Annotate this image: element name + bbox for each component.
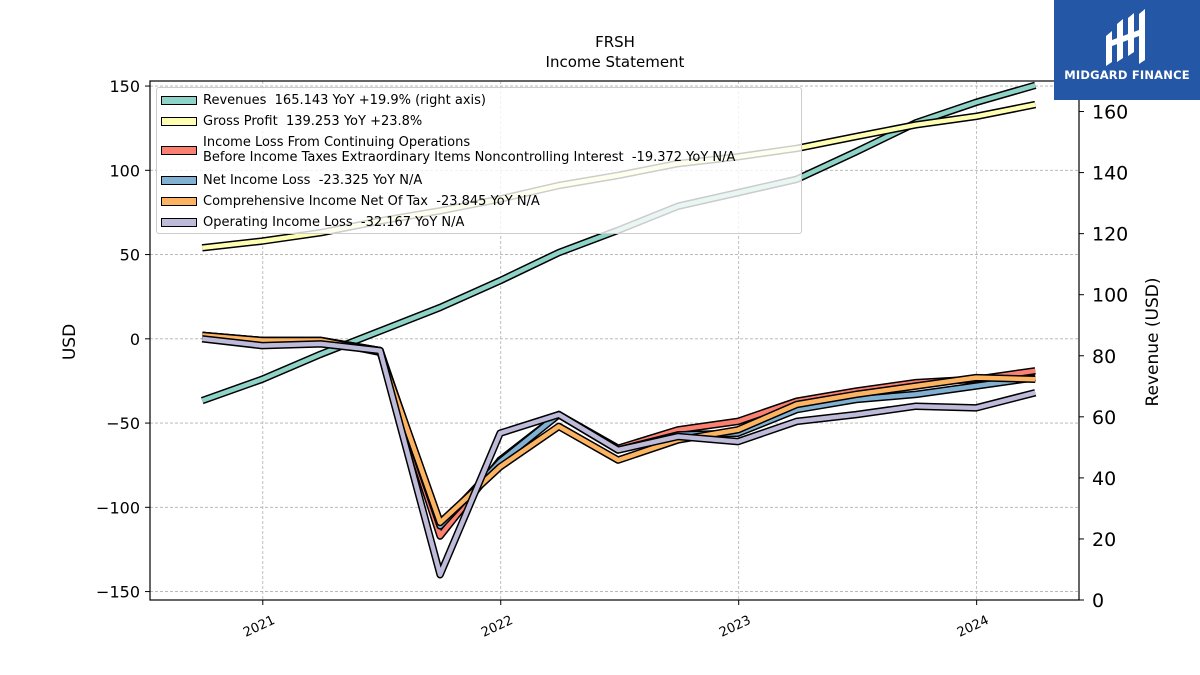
y-right-tick-label: 40 (1092, 468, 1116, 490)
midgard-logo-icon (1106, 9, 1145, 66)
y-right-tick-label: 160 (1092, 102, 1128, 124)
series-line-comprehensive-income-net-of-tax (202, 333, 1036, 525)
brand-logo: MIDGARD FINANCE (1054, 0, 1200, 100)
series-outline-income-loss-from-continuing-operations-before-income-taxes-extraordinary-items-noncontrolling-interest (201, 331, 1036, 540)
y-tick-label: −50 (106, 414, 140, 433)
series-line-net-income-loss (202, 333, 1036, 529)
y-right-tick-label: 80 (1092, 346, 1116, 368)
y-right-tick-label: 100 (1092, 285, 1128, 307)
x-tick-label: 2024 (955, 613, 991, 641)
legend-label: Operating Income Loss -32.167 YoY N/A (203, 215, 465, 230)
y-tick-label: 100 (109, 161, 140, 180)
legend-swatch (161, 146, 197, 155)
y-right-tick-label: 0 (1092, 590, 1104, 612)
legend-swatch (161, 117, 197, 126)
legend-label: Net Income Loss -23.325 YoY N/A (203, 173, 423, 188)
axes: 150 100 50 0 −50 −100 −150 160 140 120 100 80 60 40 20… (96, 77, 1128, 641)
y-tick-label: −100 (96, 498, 140, 517)
legend-swatch (161, 218, 197, 227)
y-right-tick-label: 140 (1092, 163, 1128, 185)
chart-title: FRSH (595, 33, 635, 51)
legend-label: Revenues 165.143 YoY +19.9% (right axis) (203, 93, 486, 108)
y-tick-label: 50 (120, 246, 140, 265)
logo-text: MIDGARD FINANCE (1064, 68, 1190, 82)
series-layer (200, 81, 1037, 579)
y-tick-label: −150 (96, 583, 140, 602)
y-right-tick-label: 60 (1092, 407, 1116, 429)
chart-subtitle: Income Statement (546, 53, 685, 71)
series-line-income-loss-from-continuing-operations-before-income-taxes-extraordinary-items-noncontrolling-interest (202, 333, 1036, 539)
x-tick-label: 2022 (479, 613, 515, 641)
legend-swatch (161, 96, 197, 105)
y-right-tick-label: 120 (1092, 224, 1128, 246)
legend-item-revenues: Revenues 165.143 YoY +19.9% (right axis) (161, 93, 486, 108)
legend-label: Gross Profit 139.253 YoY +23.8% (203, 114, 423, 129)
y-tick-label: 0 (130, 330, 140, 349)
y-tick-label: 150 (109, 77, 140, 96)
y-right-tick-label: 20 (1092, 529, 1116, 551)
legend-item-operating-income-loss: Operating Income Loss -32.167 YoY N/A (161, 215, 464, 230)
legend-label: Comprehensive Income Net Of Tax -23.845 … (203, 194, 540, 209)
x-tick-label: 2023 (717, 613, 753, 641)
legend-item-net-income-loss: Net Income Loss -23.325 YoY N/A (161, 173, 422, 188)
legend-swatch (161, 176, 197, 185)
series-outline-comprehensive-income-net-of-tax (201, 331, 1036, 527)
plot-frame (149, 80, 1080, 601)
y-axis-right-label: Revenue (USD) (1143, 277, 1163, 406)
legend-swatch (161, 197, 197, 206)
legend-item-income-loss-continuing-operations: Income Loss From Continuing Operations B… (161, 135, 735, 165)
legend-item-comprehensive-income: Comprehensive Income Net Of Tax -23.845 … (161, 194, 540, 209)
legend-item-gross-profit: Gross Profit 139.253 YoY +23.8% (161, 114, 422, 129)
y-axis-label: USD (60, 324, 80, 360)
x-tick-label: 2021 (241, 613, 277, 641)
legend-label: Income Loss From Continuing Operations B… (203, 135, 736, 165)
series-outline-net-income-loss (201, 331, 1036, 530)
series-line-operating-income-loss (201, 336, 1036, 577)
chart-legend: Revenues 165.143 YoY +19.9% (right axis)… (156, 87, 802, 234)
